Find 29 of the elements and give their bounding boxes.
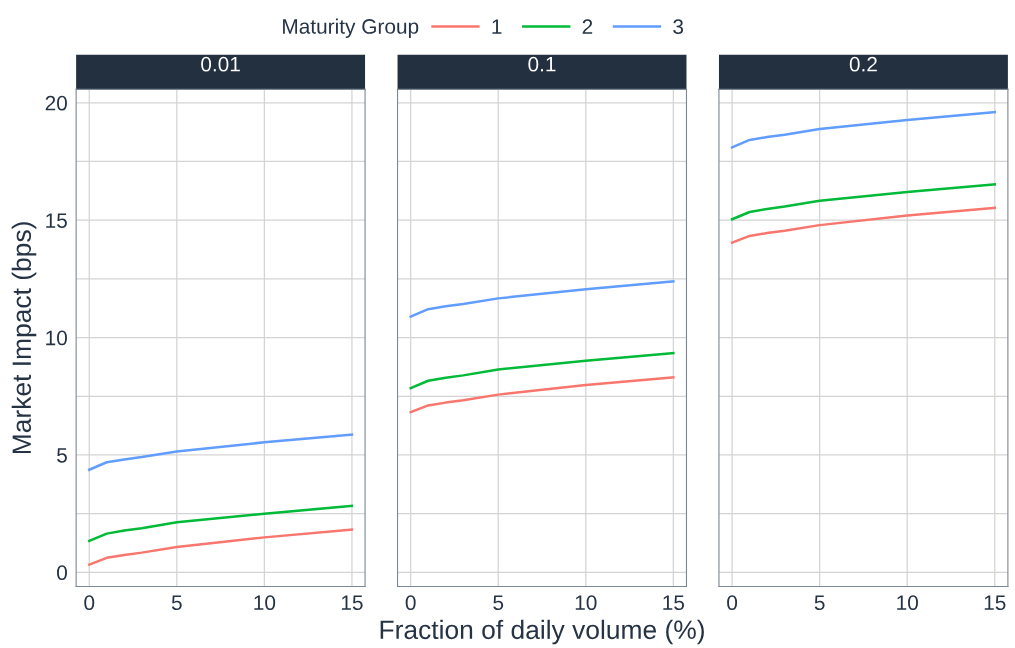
x-tick-label: 10 [254, 595, 276, 611]
legend-title: Maturity Group [283, 18, 419, 38]
x-tick-label: 15 [984, 595, 1006, 611]
legend-label: 3 [673, 19, 684, 35]
chart-title: 0.2 [849, 56, 877, 72]
y-tick-label: 10 [46, 330, 67, 346]
x-tick-label: 5 [814, 595, 825, 611]
x-tick-label: 15 [663, 595, 685, 611]
y-tick-label: 5 [57, 448, 67, 463]
line-series [88, 528, 354, 566]
x-tick-label: 15 [341, 595, 363, 611]
y-axis-title: Market Impact (bps) [11, 222, 37, 454]
x-tick-label: 5 [493, 595, 504, 611]
x-tick-label: 0 [84, 595, 95, 611]
legend-label: 1 [492, 19, 502, 34]
x-tick-label: 10 [575, 595, 597, 611]
y-tick-label: 15 [46, 213, 67, 228]
chart-title: 0.01 [201, 56, 240, 72]
line-series [88, 504, 354, 543]
x-tick-label: 10 [897, 595, 918, 611]
line-series [88, 433, 354, 472]
y-tick-label: 0 [57, 565, 67, 581]
chart-title: 0.1 [528, 56, 556, 72]
y-tick-label: 20 [45, 95, 67, 111]
x-axis-title: Fraction of daily volume (%) [380, 619, 704, 645]
legend-label: 2 [582, 19, 593, 34]
x-tick-label: 0 [405, 595, 416, 611]
x-tick-label: 5 [171, 595, 182, 611]
x-tick-label: 0 [727, 595, 738, 611]
